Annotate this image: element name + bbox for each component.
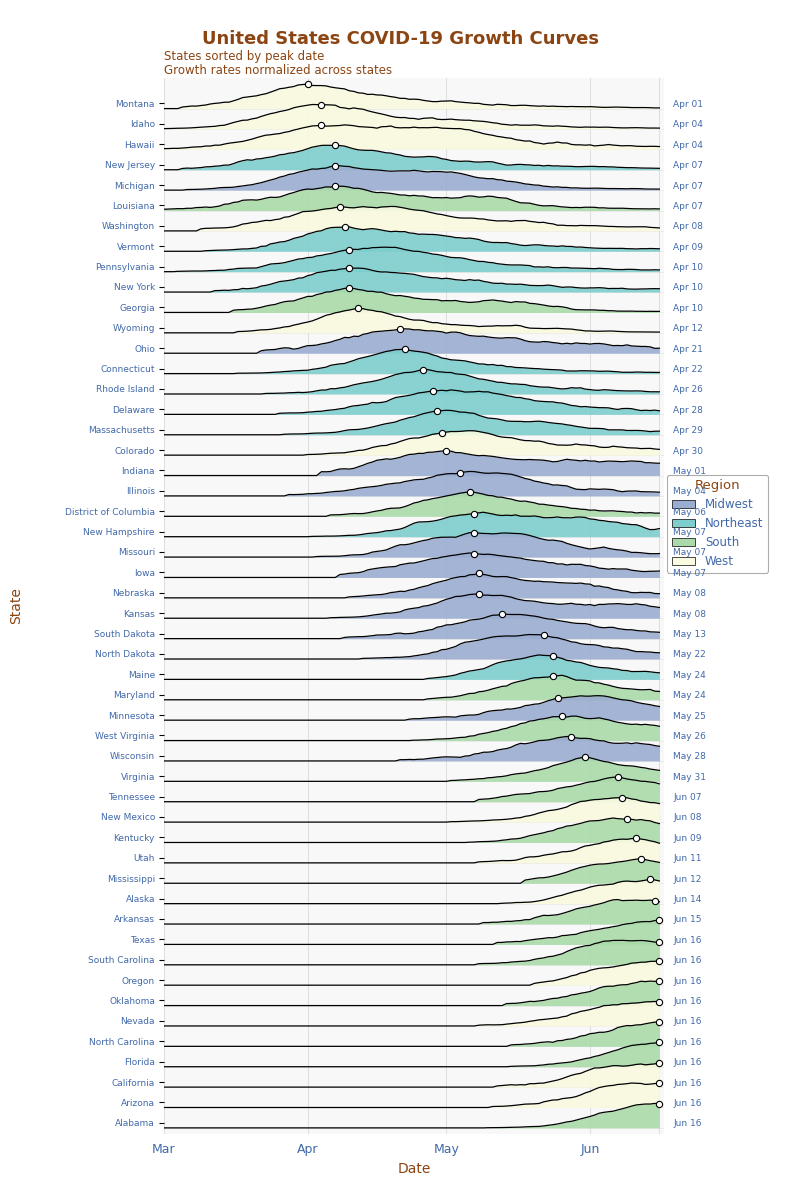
Text: States sorted by peak date: States sorted by peak date [164,50,324,64]
Text: Growth rates normalized across states: Growth rates normalized across states [164,64,392,77]
Text: United States COVID-19 Growth Curves: United States COVID-19 Growth Curves [202,30,598,48]
Y-axis label: State: State [10,588,23,624]
Legend: Midwest, Northeast, South, West: Midwest, Northeast, South, West [667,475,768,572]
X-axis label: Date: Date [398,1162,430,1176]
